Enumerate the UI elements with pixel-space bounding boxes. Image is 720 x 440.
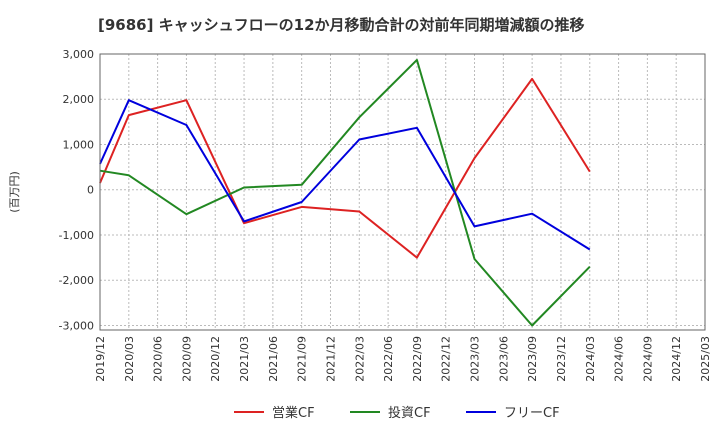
x-tick-label: 2020/09 bbox=[180, 336, 193, 382]
x-tick-label: 2023/12 bbox=[555, 336, 568, 382]
plot-frame bbox=[99, 53, 706, 331]
x-tick-label: 2021/06 bbox=[267, 336, 280, 382]
x-tick-label: 2022/06 bbox=[382, 336, 395, 382]
y-tick-label: 1,000 bbox=[63, 138, 95, 151]
x-tick-label: 2021/09 bbox=[296, 336, 309, 382]
x-tick-label: 2022/03 bbox=[353, 336, 366, 382]
legend-label: 営業CF bbox=[272, 405, 315, 421]
chart-title: [9686] キャッシュフローの12か月移動合計の対前年同期増減額の推移 bbox=[98, 16, 585, 34]
x-tick-label: 2020/12 bbox=[209, 336, 222, 382]
series-line bbox=[99, 58, 591, 327]
y-tick-label: -2,000 bbox=[59, 274, 94, 287]
x-tick-label: 2021/03 bbox=[238, 336, 251, 382]
x-tick-label: 2025/03 bbox=[699, 336, 712, 382]
series-line bbox=[99, 99, 591, 251]
y-tick-label: 0 bbox=[87, 184, 94, 197]
y-tick-label: -1,000 bbox=[59, 229, 94, 242]
x-tick-label: 2023/03 bbox=[469, 336, 482, 382]
x-tick-label: 2022/12 bbox=[440, 336, 453, 382]
x-tick-label: 2024/06 bbox=[613, 336, 626, 382]
x-tick-label: 2021/12 bbox=[324, 336, 337, 382]
x-tick-label: 2022/09 bbox=[411, 336, 424, 382]
x-tick-label: 2023/06 bbox=[497, 336, 510, 382]
x-tick-label: 2024/12 bbox=[670, 336, 683, 382]
x-tick-label: 2023/09 bbox=[526, 336, 539, 382]
x-tick-label: 2024/03 bbox=[584, 336, 597, 382]
x-tick-label: 2024/09 bbox=[641, 336, 654, 382]
legend-label: フリーCF bbox=[504, 406, 560, 421]
legend-label: 投資CF bbox=[388, 405, 431, 421]
y-axis-label: (百万円) bbox=[8, 171, 21, 213]
y-tick-label: 3,000 bbox=[63, 48, 95, 61]
y-tick-label: -3,000 bbox=[59, 319, 94, 332]
x-tick-label: 2020/03 bbox=[123, 336, 136, 382]
y-tick-label: 2,000 bbox=[63, 93, 95, 106]
x-tick-label: 2019/12 bbox=[94, 336, 107, 382]
series-line bbox=[99, 77, 591, 259]
x-tick-label: 2020/06 bbox=[152, 336, 165, 382]
